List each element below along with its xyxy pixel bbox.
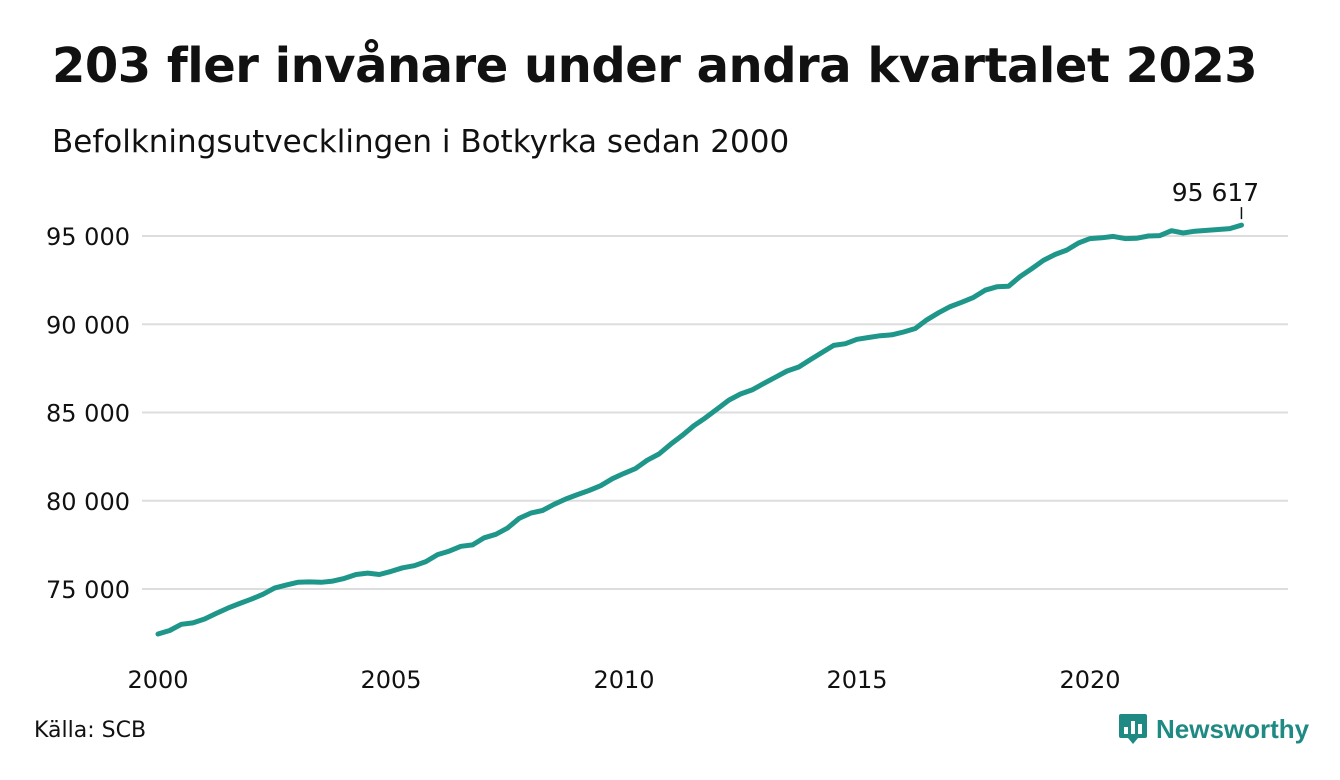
brand-name: Newsworthy	[1156, 713, 1310, 744]
y-axis-tick-labels: 75 000 80 000 85 000 90 000 95 000	[46, 223, 130, 604]
x-tick-label: 2020	[1059, 666, 1120, 694]
x-axis-tick-labels: 2000 2005 2010 2015 2020	[127, 666, 1120, 694]
end-value-label: 95 617	[1172, 178, 1259, 207]
brand-logo[interactable]: Newsworthy	[1118, 712, 1309, 746]
x-tick-label: 2005	[360, 666, 421, 694]
y-tick-label: 75 000	[46, 576, 130, 604]
source-note: Källa: SCB	[34, 718, 147, 743]
chart-subtitle: Befolkningsutvecklingen i Botkyrka sedan…	[52, 124, 790, 160]
bar-chart-speech-bubble-icon	[1119, 714, 1147, 744]
y-tick-label: 90 000	[46, 311, 130, 339]
y-tick-label: 80 000	[46, 488, 130, 516]
x-tick-label: 2015	[826, 666, 887, 694]
x-tick-label: 2000	[127, 666, 188, 694]
y-tick-label: 85 000	[46, 400, 130, 428]
x-tick-label: 2010	[593, 666, 654, 694]
chart-title: 203 fler invånare under andra kvartalet …	[52, 38, 1258, 94]
y-tick-label: 95 000	[46, 223, 130, 251]
population-line	[155, 222, 1244, 637]
